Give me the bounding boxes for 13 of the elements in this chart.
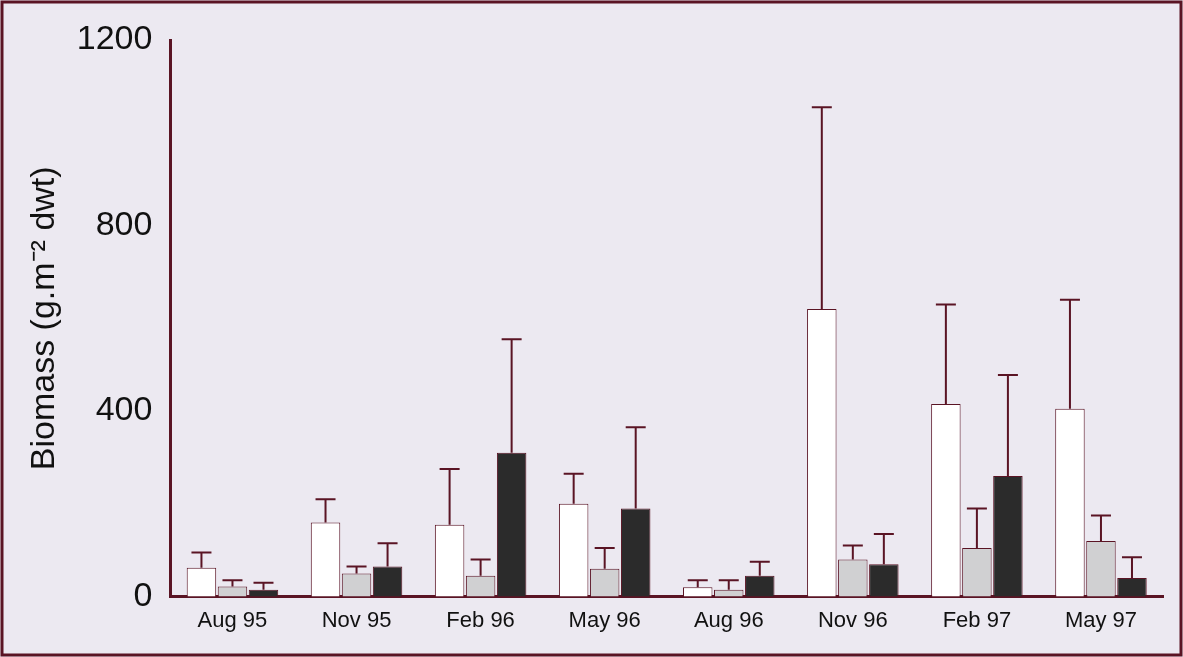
- y-axis-title: Biomass (g.m⁻² dwt): [22, 166, 61, 471]
- y-tick-label: 800: [95, 203, 153, 242]
- x-tick-label: Feb 97: [942, 606, 1012, 632]
- x-tick-label: Aug 95: [197, 606, 268, 632]
- x-tick-label: Aug 96: [693, 606, 764, 632]
- x-tick-label: May 97: [1064, 606, 1138, 632]
- x-tick-label: May 96: [568, 606, 641, 632]
- x-tick-label: Nov 95: [321, 606, 392, 632]
- x-tick-label: Nov 96: [817, 606, 888, 632]
- y-tick-label: 400: [95, 389, 153, 428]
- y-tick-label: 0: [133, 574, 153, 613]
- y-tick-label: 1200: [76, 18, 153, 57]
- x-tick-label: Feb 96: [446, 606, 515, 632]
